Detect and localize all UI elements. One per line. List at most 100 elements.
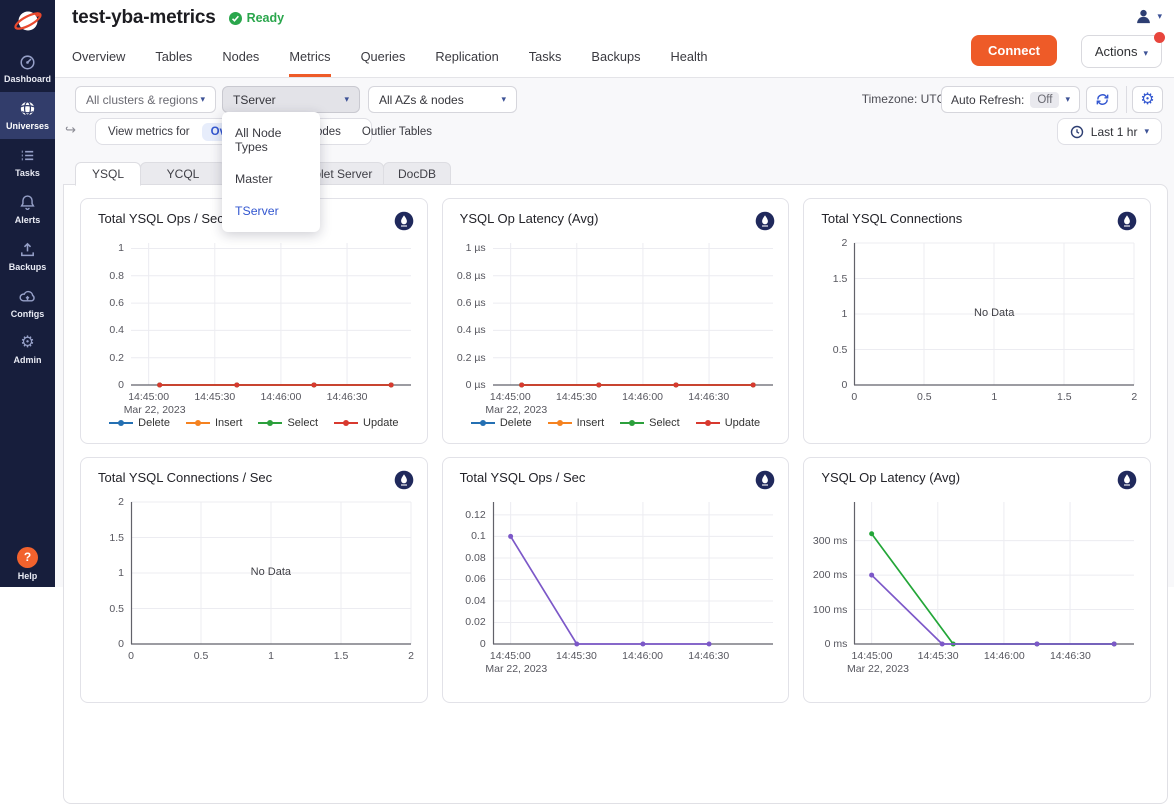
subfilter-arrow-icon: ↪ bbox=[65, 122, 76, 138]
legend-item[interactable]: Insert bbox=[186, 417, 243, 429]
legend-item[interactable]: Select bbox=[258, 417, 318, 429]
sidebar-item-help[interactable]: ? Help bbox=[0, 547, 55, 581]
y-axis-tick: 200 ms bbox=[813, 569, 847, 581]
y-axis-tick: 1 bbox=[118, 242, 124, 254]
yugabyte-chart-icon[interactable] bbox=[394, 470, 414, 493]
x-axis-tick: 0.5 bbox=[194, 650, 209, 662]
yugabyte-chart-icon[interactable] bbox=[755, 470, 775, 493]
x-axis-tick: 14:46:30 bbox=[1050, 650, 1091, 662]
tab-health[interactable]: Health bbox=[671, 49, 708, 77]
sidebar-item-label: Admin bbox=[2, 355, 53, 365]
x-axis-tick: 1.5 bbox=[334, 650, 349, 662]
no-data-label: No Data bbox=[131, 566, 411, 578]
yugabyte-logo-icon[interactable] bbox=[0, 0, 55, 42]
tab-backups[interactable]: Backups bbox=[591, 49, 640, 77]
user-menu[interactable]: ▾ bbox=[1135, 8, 1162, 25]
legend-item[interactable]: Update bbox=[696, 417, 760, 429]
chevron-down-icon: ▾ bbox=[344, 94, 349, 105]
legend-swatch-icon bbox=[471, 419, 495, 427]
x-axis-tick: 0 bbox=[851, 391, 857, 403]
connect-button[interactable]: Connect bbox=[971, 35, 1057, 66]
tab-tasks[interactable]: Tasks bbox=[529, 49, 562, 77]
refresh-button[interactable] bbox=[1086, 86, 1118, 113]
sidebar-item-label: Configs bbox=[2, 309, 53, 319]
legend-item[interactable]: Update bbox=[334, 417, 398, 429]
tab-replication[interactable]: Replication bbox=[435, 49, 498, 77]
chart-title: YSQL Op Latency (Avg) bbox=[460, 211, 599, 226]
yugabyte-chart-icon[interactable] bbox=[394, 211, 414, 234]
view-option-outlier-tables[interactable]: Outlier Tables bbox=[353, 123, 441, 141]
sidebar-item-universes[interactable]: Universes bbox=[0, 92, 55, 139]
sidebar-item-label: Help bbox=[0, 571, 55, 581]
clusters-regions-value: All clusters & regions bbox=[86, 93, 198, 107]
node-type-select[interactable]: TServer ▾ bbox=[222, 86, 360, 113]
sidebar-item-label: Universes bbox=[2, 121, 53, 131]
chart-title: YSQL Op Latency (Avg) bbox=[821, 470, 960, 485]
legend-label: Delete bbox=[500, 417, 532, 429]
legend-item[interactable]: Delete bbox=[109, 417, 170, 429]
chevron-down-icon: ▾ bbox=[501, 94, 506, 105]
auto-refresh-control[interactable]: Auto Refresh: Off ▾ bbox=[941, 86, 1080, 113]
x-axis-tick: 2 bbox=[1131, 391, 1137, 403]
time-range-select[interactable]: Last 1 hr ▾ bbox=[1057, 118, 1162, 145]
sidebar-item-backups[interactable]: Backups bbox=[0, 233, 55, 280]
legend-swatch-icon bbox=[696, 419, 720, 427]
legend-item[interactable]: Select bbox=[620, 417, 680, 429]
sidebar-item-tasks[interactable]: Tasks bbox=[0, 139, 55, 186]
x-axis-tick: 14:45:30 bbox=[918, 650, 959, 662]
upload-tray-icon bbox=[2, 240, 53, 259]
sidebar: Dashboard Universes Tasks Alerts Backups… bbox=[0, 0, 55, 587]
az-nodes-select[interactable]: All AZs & nodes ▾ bbox=[368, 86, 517, 113]
y-axis-tick: 0.4 µs bbox=[457, 324, 486, 336]
x-axis-tick: 1 bbox=[991, 391, 997, 403]
sidebar-item-alerts[interactable]: Alerts bbox=[0, 186, 55, 233]
sidebar-item-configs[interactable]: Configs bbox=[0, 280, 55, 327]
cloud-upload-icon bbox=[2, 287, 53, 306]
legend-swatch-icon bbox=[186, 419, 210, 427]
y-axis-tick: 0.2 µs bbox=[457, 352, 486, 364]
menu-item-tserver[interactable]: TServer bbox=[222, 195, 320, 227]
tab-metrics[interactable]: Metrics bbox=[289, 49, 330, 77]
node-type-value: TServer bbox=[233, 93, 276, 107]
y-axis-tick: 0.12 bbox=[465, 509, 485, 521]
menu-item-all-node-types[interactable]: All Node Types bbox=[222, 117, 320, 163]
legend-swatch-icon bbox=[334, 419, 358, 427]
yugabyte-chart-icon[interactable] bbox=[1117, 470, 1137, 493]
y-axis-tick: 0.06 bbox=[465, 573, 485, 585]
actions-button[interactable]: Actions▾ bbox=[1081, 35, 1162, 68]
legend-item[interactable]: Insert bbox=[548, 417, 605, 429]
x-axis-tick: 1.5 bbox=[1057, 391, 1072, 403]
metric-tab-docdb[interactable]: DocDB bbox=[383, 162, 451, 185]
actions-label: Actions bbox=[1095, 44, 1138, 59]
tab-tables[interactable]: Tables bbox=[155, 49, 192, 77]
settings-button[interactable]: ⚙ bbox=[1132, 86, 1163, 113]
divider bbox=[1126, 86, 1127, 113]
x-axis-date-label: Mar 22, 2023 bbox=[847, 663, 909, 675]
sidebar-item-label: Tasks bbox=[2, 168, 53, 178]
y-axis-tick: 0.2 bbox=[109, 352, 124, 364]
y-axis-tick: 0 bbox=[118, 379, 124, 391]
metric-tab-ysql[interactable]: YSQL bbox=[75, 162, 141, 186]
sidebar-item-admin[interactable]: ⚙ Admin bbox=[0, 327, 55, 373]
chevron-down-icon: ▾ bbox=[1065, 94, 1070, 105]
chevron-down-icon: ▾ bbox=[200, 94, 205, 105]
x-axis-tick: 0 bbox=[128, 650, 134, 662]
tab-overview[interactable]: Overview bbox=[72, 49, 125, 77]
tab-nodes[interactable]: Nodes bbox=[222, 49, 259, 77]
yugabyte-chart-icon[interactable] bbox=[1117, 211, 1137, 234]
notification-dot bbox=[1154, 32, 1165, 43]
yugabyte-chart-icon[interactable] bbox=[755, 211, 775, 234]
y-axis-tick: 2 bbox=[118, 496, 124, 508]
tab-queries[interactable]: Queries bbox=[361, 49, 406, 77]
clusters-regions-select[interactable]: All clusters & regions ▾ bbox=[75, 86, 216, 113]
legend-item[interactable]: Delete bbox=[471, 417, 532, 429]
sidebar-item-dashboard[interactable]: Dashboard bbox=[0, 45, 55, 92]
y-axis-tick: 0.02 bbox=[465, 616, 485, 628]
y-axis-tick: 0.6 bbox=[109, 297, 124, 309]
menu-item-master[interactable]: Master bbox=[222, 163, 320, 195]
metric-tab-ycql[interactable]: YCQL bbox=[140, 162, 226, 185]
